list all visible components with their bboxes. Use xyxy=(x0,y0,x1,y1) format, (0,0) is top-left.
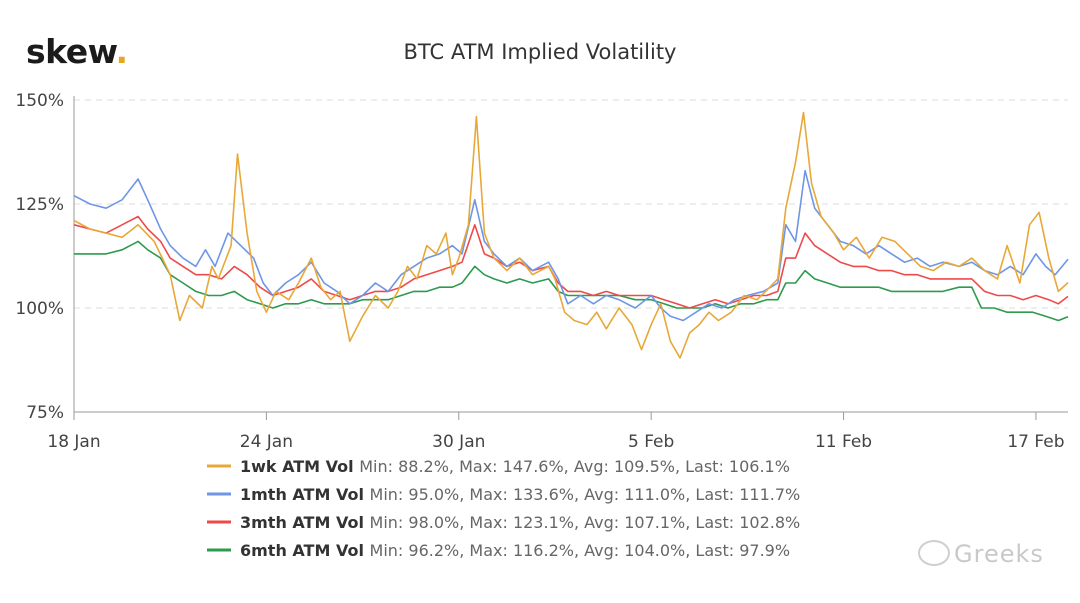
grid-lines xyxy=(74,99,1068,309)
watermark: Greeks xyxy=(918,540,1044,568)
series-line-1 xyxy=(73,169,1069,322)
chart-title: BTC ATM Implied Volatility xyxy=(404,40,677,64)
logo-dot: . xyxy=(115,32,128,71)
series-line-3 xyxy=(74,240,1069,322)
legend-series-stats: Min: 96.2%, Max: 116.2%, Avg: 104.0%, La… xyxy=(370,541,791,560)
legend-series-stats: Min: 98.0%, Max: 123.1%, Avg: 107.1%, La… xyxy=(370,513,801,532)
watermark-text: Greeks xyxy=(954,540,1044,568)
x-tick-label: 5 Feb xyxy=(628,432,674,452)
y-axis: 75% 100% 125% 150% xyxy=(15,91,75,423)
legend: 1wk ATM Vol Min: 88.2%, Max: 147.6%, Avg… xyxy=(207,457,800,560)
x-axis: 18 Jan 24 Jan 30 Jan 5 Feb 11 Feb 17 Feb xyxy=(47,411,1068,452)
x-tick-label: 18 Jan xyxy=(47,432,100,452)
series-lines xyxy=(73,111,1069,359)
x-tick-label: 11 Feb xyxy=(815,432,872,452)
skew-logo: skew. xyxy=(26,32,128,71)
legend-series-stats: Min: 88.2%, Max: 147.6%, Avg: 109.5%, La… xyxy=(359,457,790,476)
y-tick-label: 100% xyxy=(15,299,64,319)
x-tick-label: 24 Jan xyxy=(240,432,293,452)
legend-series-name: 3mth ATM Vol xyxy=(240,513,370,532)
y-tick-label: 75% xyxy=(26,403,64,423)
legend-entry-0: 1wk ATM Vol Min: 88.2%, Max: 147.6%, Avg… xyxy=(240,457,790,476)
y-tick-label: 150% xyxy=(15,91,64,111)
wechat-icon xyxy=(918,540,950,566)
legend-entry-2: 3mth ATM Vol Min: 98.0%, Max: 123.1%, Av… xyxy=(240,513,800,532)
legend-entry-1: 1mth ATM Vol Min: 95.0%, Max: 133.6%, Av… xyxy=(240,485,800,504)
logo-text: skew xyxy=(26,32,116,71)
legend-entry-3: 6mth ATM Vol Min: 96.2%, Max: 116.2%, Av… xyxy=(240,541,790,560)
series-line-0 xyxy=(73,111,1069,359)
y-tick-label: 125% xyxy=(15,195,64,215)
series-line-2 xyxy=(73,215,1069,309)
legend-series-name: 6mth ATM Vol xyxy=(240,541,370,560)
legend-series-stats: Min: 95.0%, Max: 133.6%, Avg: 111.0%, La… xyxy=(370,485,801,504)
legend-series-name: 1wk ATM Vol xyxy=(240,457,359,476)
x-tick-label: 30 Jan xyxy=(432,432,485,452)
x-tick-label: 17 Feb xyxy=(1007,432,1064,452)
legend-series-name: 1mth ATM Vol xyxy=(240,485,370,504)
